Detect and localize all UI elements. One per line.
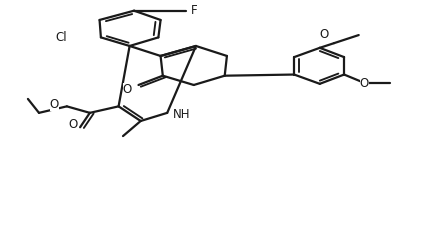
Text: NH: NH [173, 108, 190, 121]
Text: F: F [190, 4, 197, 17]
Text: O: O [122, 83, 132, 96]
Text: Cl: Cl [55, 31, 67, 44]
Text: O: O [50, 98, 59, 110]
Text: O: O [360, 77, 369, 90]
Text: O: O [320, 28, 329, 41]
Text: O: O [69, 118, 78, 131]
